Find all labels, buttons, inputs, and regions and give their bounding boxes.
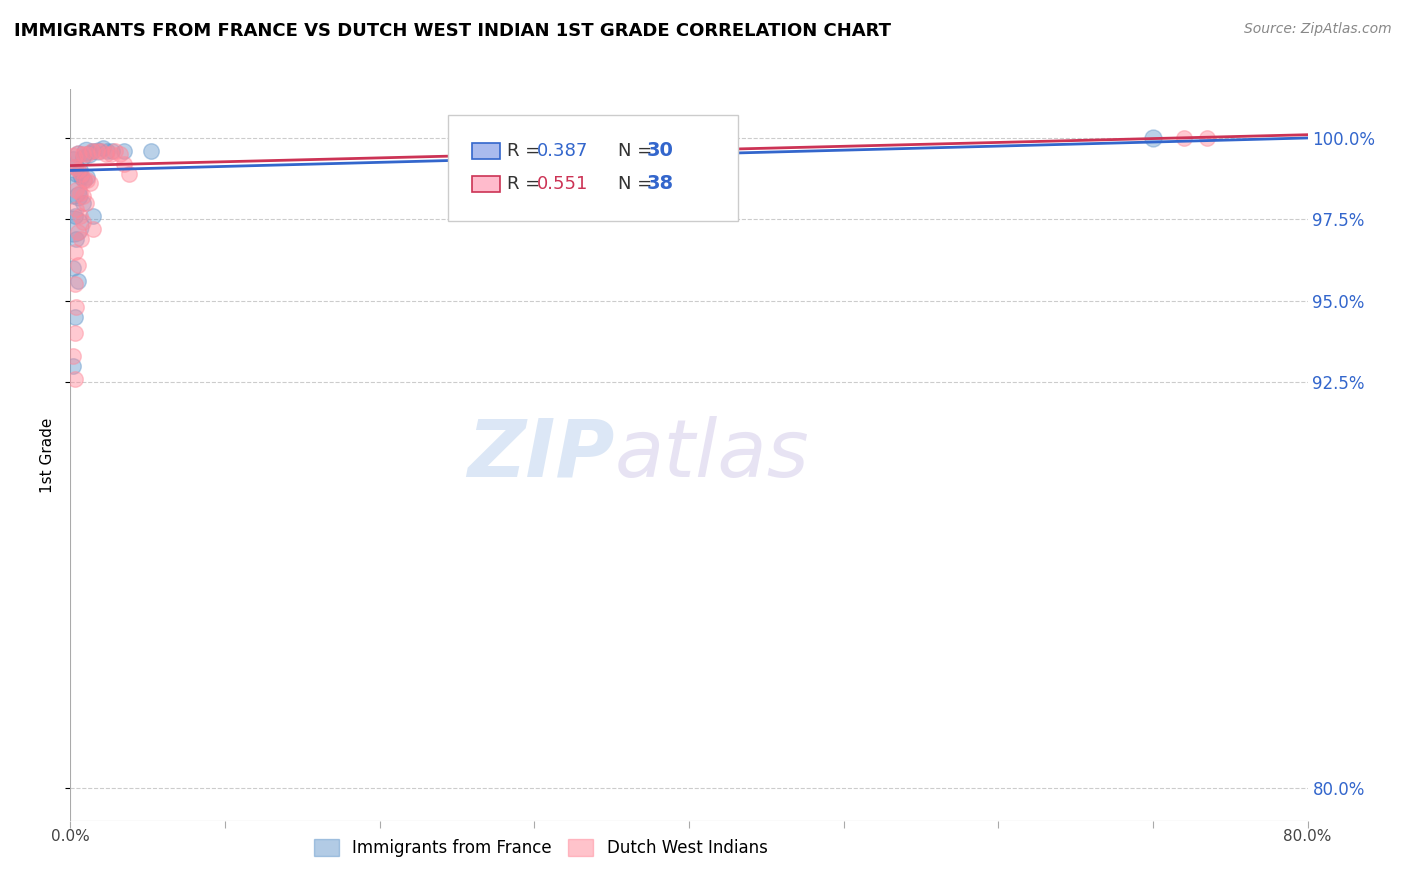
Point [77,147,100,161]
Point [67,147,90,161]
Point [82,144,105,158]
Point [94,147,117,161]
Point [67,147,90,161]
Point [82,209,105,223]
Point [76,147,98,161]
Text: R =: R = [508,142,546,160]
Point [65,232,87,246]
Point [108,147,131,161]
Point [72,147,94,161]
Point [79,177,101,191]
Point [63,160,86,174]
Point [72,189,94,203]
Point [76,173,98,187]
Point [67,189,90,203]
Point [114,157,135,171]
Point [63,277,86,292]
Point [82,222,105,236]
FancyBboxPatch shape [472,143,499,159]
Point [69,186,91,201]
Point [72,215,94,229]
Text: ZIP: ZIP [467,416,614,494]
Point [118,167,141,181]
Point [65,183,87,197]
Point [73,173,96,187]
Point [101,144,124,158]
Text: IMMIGRANTS FROM FRANCE VS DUTCH WEST INDIAN 1ST GRADE CORRELATION CHART: IMMIGRANTS FROM FRANCE VS DUTCH WEST IND… [14,22,891,40]
Point [63,371,86,385]
Point [67,163,90,178]
Point [62,260,84,275]
Point [62,153,84,168]
Point [67,225,90,239]
Point [62,183,84,197]
Text: N =: N = [619,175,658,193]
Point [70,169,93,184]
Point [75,196,97,211]
Point [70,232,93,246]
Text: 0.551: 0.551 [537,175,588,193]
Point [69,209,91,223]
Legend: Immigrants from France, Dutch West Indians: Immigrants from France, Dutch West India… [307,832,775,863]
Point [72,151,94,165]
Point [63,160,86,174]
Point [63,209,86,223]
Point [86,144,108,158]
Point [114,144,135,158]
Text: 38: 38 [647,174,673,193]
Point [1197,131,1219,145]
Text: 0.387: 0.387 [537,142,588,160]
Point [62,349,84,363]
Point [63,244,86,259]
Point [80,144,103,158]
Point [73,173,96,187]
Point [100,147,122,161]
Point [96,144,118,158]
Point [67,274,90,288]
Point [69,163,91,178]
FancyBboxPatch shape [472,176,499,192]
Point [104,144,127,158]
Point [75,144,97,158]
Point [63,310,86,324]
Text: R =: R = [508,175,546,193]
Point [72,196,94,211]
Point [62,359,84,373]
Point [65,300,87,314]
Point [67,258,90,272]
Point [1142,131,1164,145]
Point [90,144,112,158]
Point [139,144,162,158]
Point [65,202,87,217]
FancyBboxPatch shape [447,115,738,221]
Text: N =: N = [619,142,658,160]
Point [91,141,114,155]
Text: 80.0%: 80.0% [1284,829,1331,844]
Point [63,326,86,340]
Point [1173,131,1195,145]
Point [70,167,93,181]
Text: atlas: atlas [614,416,810,494]
Text: 0.0%: 0.0% [51,829,90,844]
Point [62,151,84,165]
Point [62,219,84,233]
Point [65,167,87,181]
Y-axis label: 1st Grade: 1st Grade [39,417,55,492]
Text: Source: ZipAtlas.com: Source: ZipAtlas.com [1244,22,1392,37]
Text: 30: 30 [647,141,673,161]
Point [76,169,98,184]
Point [87,144,110,158]
